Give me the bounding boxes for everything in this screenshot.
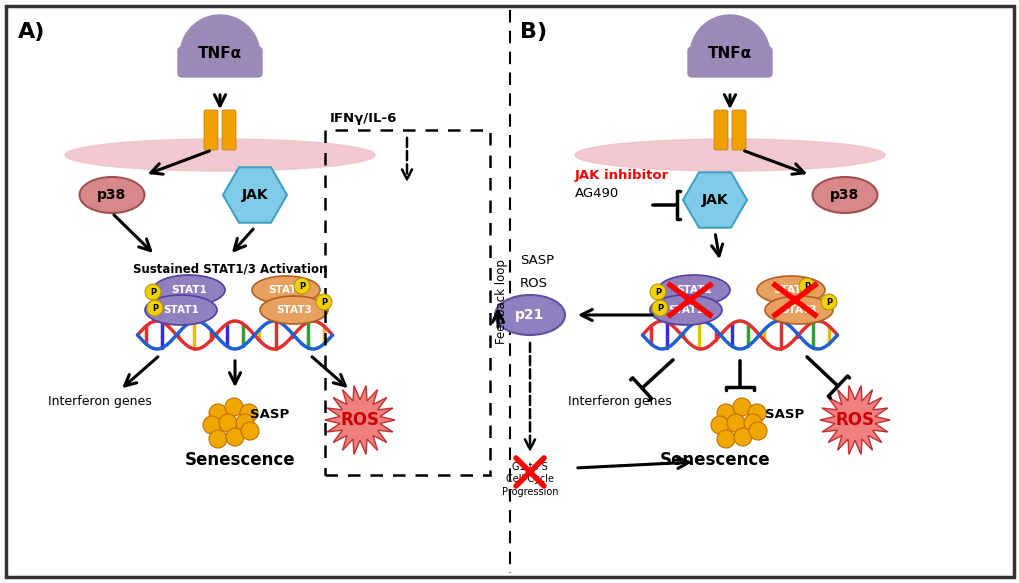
Text: Interferon genes: Interferon genes (48, 395, 152, 408)
Text: JAK inhibitor: JAK inhibitor (575, 168, 668, 181)
Text: P: P (656, 304, 662, 312)
FancyBboxPatch shape (732, 110, 745, 150)
Text: JAK: JAK (701, 193, 728, 207)
Ellipse shape (494, 295, 565, 335)
Wedge shape (179, 15, 260, 55)
Text: IFNγ/IL-6: IFNγ/IL-6 (330, 112, 397, 125)
Ellipse shape (649, 295, 721, 325)
FancyBboxPatch shape (688, 47, 771, 77)
Text: A): A) (18, 22, 45, 42)
Text: STAT3: STAT3 (276, 305, 312, 315)
Ellipse shape (260, 296, 328, 324)
Text: Sustained STAT1/3 Activation: Sustained STAT1/3 Activation (132, 262, 327, 275)
FancyBboxPatch shape (6, 6, 1013, 577)
Wedge shape (689, 15, 769, 55)
Circle shape (293, 278, 310, 294)
Circle shape (145, 284, 161, 300)
Text: Senescence: Senescence (184, 451, 296, 469)
Text: P: P (152, 304, 158, 312)
Circle shape (747, 404, 765, 422)
Circle shape (727, 414, 744, 432)
Circle shape (798, 278, 814, 294)
Ellipse shape (657, 275, 730, 305)
Text: ROS: ROS (835, 411, 873, 429)
FancyBboxPatch shape (222, 110, 235, 150)
Text: TNFα: TNFα (707, 45, 751, 61)
Text: STAT3: STAT3 (772, 285, 808, 295)
Circle shape (734, 428, 751, 446)
Text: TNFα: TNFα (198, 45, 242, 61)
Polygon shape (819, 385, 890, 455)
Ellipse shape (153, 275, 225, 305)
Text: STAT3: STAT3 (781, 305, 816, 315)
Text: P: P (654, 287, 660, 297)
Circle shape (239, 404, 258, 422)
Circle shape (716, 430, 735, 448)
Circle shape (649, 284, 665, 300)
Text: SASP
ROS: SASP ROS (520, 254, 553, 290)
Circle shape (240, 422, 259, 440)
Bar (325, 130, 489, 475)
Ellipse shape (252, 276, 320, 304)
Ellipse shape (65, 139, 375, 171)
Text: STAT3: STAT3 (268, 285, 304, 295)
Text: P: P (321, 297, 327, 307)
Ellipse shape (756, 276, 824, 304)
Text: SASP: SASP (764, 409, 804, 422)
Text: P: P (803, 282, 809, 290)
Circle shape (820, 294, 837, 310)
Circle shape (235, 414, 254, 432)
Text: Senescence: Senescence (659, 451, 769, 469)
Text: G1 to S
Cell Cycle
Progression: G1 to S Cell Cycle Progression (501, 462, 557, 497)
Ellipse shape (764, 296, 833, 324)
Circle shape (710, 416, 729, 434)
Circle shape (651, 300, 667, 316)
Circle shape (219, 414, 236, 432)
Circle shape (733, 398, 750, 416)
Circle shape (748, 422, 766, 440)
FancyBboxPatch shape (178, 47, 262, 77)
Text: B): B) (520, 22, 546, 42)
Circle shape (203, 416, 221, 434)
Text: STAT1: STAT1 (163, 305, 199, 315)
Text: P: P (825, 297, 832, 307)
Polygon shape (325, 385, 394, 455)
Text: Feedback loop: Feedback loop (495, 259, 508, 345)
Ellipse shape (79, 177, 145, 213)
Circle shape (209, 430, 227, 448)
Circle shape (716, 404, 735, 422)
Text: p38: p38 (829, 188, 859, 202)
Text: ROS: ROS (340, 411, 379, 429)
Text: STAT1: STAT1 (667, 305, 703, 315)
Circle shape (226, 428, 244, 446)
Circle shape (316, 294, 331, 310)
Ellipse shape (145, 295, 217, 325)
FancyBboxPatch shape (713, 110, 728, 150)
Text: STAT1: STAT1 (676, 285, 711, 295)
Text: SASP: SASP (250, 409, 289, 422)
Text: JAK: JAK (242, 188, 268, 202)
Text: P: P (299, 282, 305, 290)
Text: P: P (150, 287, 156, 297)
Circle shape (743, 414, 761, 432)
Text: p38: p38 (97, 188, 126, 202)
Text: STAT1: STAT1 (171, 285, 207, 295)
Circle shape (147, 300, 163, 316)
Text: AG490: AG490 (575, 187, 619, 199)
Circle shape (225, 398, 243, 416)
Text: p21: p21 (515, 308, 544, 322)
FancyBboxPatch shape (204, 110, 218, 150)
Ellipse shape (575, 139, 884, 171)
Ellipse shape (812, 177, 876, 213)
Circle shape (209, 404, 227, 422)
Text: Interferon genes: Interferon genes (568, 395, 672, 408)
